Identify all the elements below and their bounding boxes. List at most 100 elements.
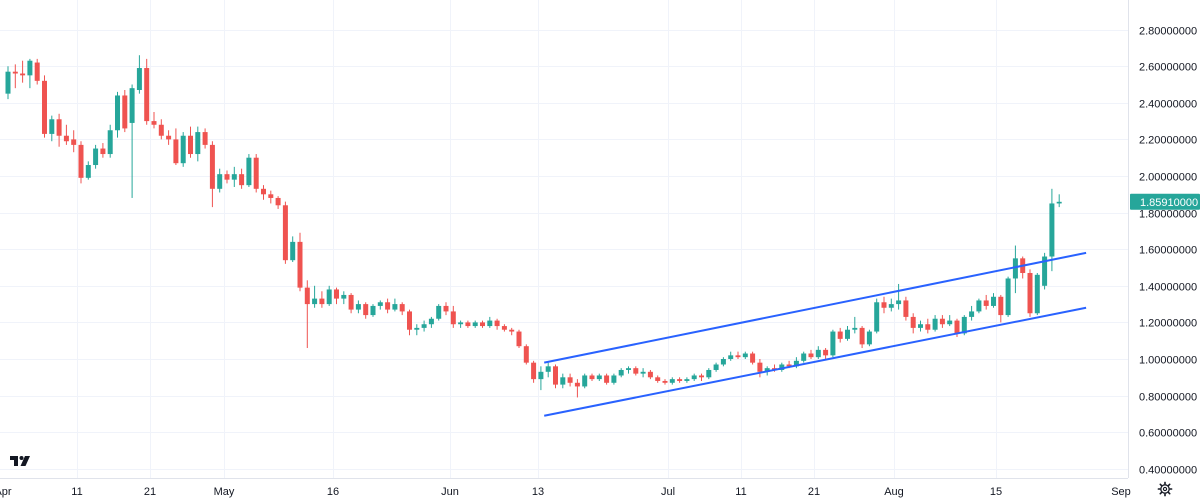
candle-body <box>268 194 274 198</box>
candle-body <box>691 375 697 380</box>
candle-body <box>93 148 99 166</box>
candle-body <box>596 375 602 380</box>
candle-body <box>282 205 288 261</box>
candle <box>808 349 814 359</box>
candle-body <box>202 132 208 145</box>
x-tick-label: 21 <box>808 486 820 498</box>
candle <box>932 315 938 332</box>
candle-body <box>377 302 383 306</box>
candle-body <box>545 366 551 372</box>
candle-body <box>421 324 427 328</box>
last-price-tag <box>1130 193 1200 210</box>
candle-body <box>319 298 325 305</box>
candle-body <box>188 135 193 155</box>
candle <box>545 362 551 378</box>
candle-body <box>888 304 894 308</box>
channel-upper-line[interactable] <box>544 251 1087 364</box>
candle <box>173 128 179 166</box>
y-tick-label: 2.00000000 <box>1139 172 1197 184</box>
candle <box>49 115 55 142</box>
candle <box>655 375 661 383</box>
candle-body <box>458 322 464 325</box>
candle <box>436 304 442 321</box>
candle <box>1020 256 1026 279</box>
x-tick-label: 11 <box>735 486 746 498</box>
candle-body <box>1049 203 1055 257</box>
candle <box>195 126 201 162</box>
tradingview-logo-icon[interactable] <box>8 453 34 469</box>
candle-body <box>961 316 967 334</box>
candle-body <box>166 135 172 140</box>
candle-body <box>516 331 522 347</box>
candle <box>71 130 77 153</box>
candle <box>918 320 923 332</box>
candle <box>407 309 412 336</box>
candle-body <box>531 362 537 380</box>
candle <box>122 89 128 133</box>
candle <box>115 91 120 138</box>
candle <box>63 124 69 145</box>
y-tick-label: 2.40000000 <box>1139 99 1197 111</box>
grid <box>0 0 1128 478</box>
candle-body <box>735 355 741 358</box>
candle <box>939 315 945 328</box>
candle <box>465 320 471 328</box>
candle-body <box>684 379 690 381</box>
candle-body <box>312 298 318 305</box>
candle-body <box>78 144 84 178</box>
candle-body <box>56 119 62 136</box>
candle <box>823 348 829 359</box>
candle-body <box>939 318 945 325</box>
candle <box>443 302 449 316</box>
candle-body <box>363 304 369 316</box>
gear-icon[interactable] <box>1157 481 1173 497</box>
candle-body <box>699 375 704 378</box>
candle-body <box>808 353 814 358</box>
candle-body <box>414 327 420 330</box>
x-tick-label: 21 <box>144 486 156 498</box>
last-price-label: 1.85910000 <box>1130 193 1200 210</box>
candle-body <box>574 382 580 387</box>
candle <box>516 329 522 349</box>
candle-body <box>392 304 398 310</box>
candle <box>1042 252 1048 290</box>
candle-body <box>845 329 850 339</box>
candle-body <box>341 294 347 299</box>
candle <box>290 236 296 263</box>
candle <box>866 329 872 347</box>
y-tick-label: 2.60000000 <box>1139 62 1197 74</box>
candle-body <box>71 139 77 145</box>
candle-body <box>450 311 456 325</box>
candle-body <box>136 68 142 90</box>
candle <box>1049 188 1055 272</box>
candle <box>180 132 186 167</box>
candle <box>837 327 843 343</box>
candle-body <box>275 197 281 206</box>
candle-body <box>399 304 405 312</box>
candle-body <box>881 302 887 308</box>
candle-body <box>538 371 544 380</box>
candle-body <box>253 157 259 189</box>
candle-body <box>195 132 201 155</box>
candle <box>268 190 274 204</box>
candle <box>144 58 150 125</box>
candle-body <box>1012 258 1018 279</box>
candle-body <box>1042 256 1048 286</box>
candle <box>297 232 303 292</box>
candle-body <box>779 364 785 370</box>
candle <box>662 379 668 385</box>
candle <box>312 285 318 308</box>
candle-body <box>553 366 558 385</box>
candle-body <box>823 349 829 356</box>
y-tick-label: 1.80000000 <box>1139 209 1197 221</box>
channel-lower-line[interactable] <box>544 306 1087 417</box>
y-tick-label: 0.60000000 <box>1139 428 1197 440</box>
time-axis[interactable]: Apr 11 21 May 16 Jun 13 Jul 11 21 Aug 15 Sep <box>0 486 1131 498</box>
candle <box>910 313 916 334</box>
candle <box>538 366 544 391</box>
candle-body <box>523 346 529 363</box>
candle <box>166 130 172 145</box>
x-tick-label: 15 <box>990 486 1002 498</box>
price-axis[interactable]: 0.40000000 0.60000000 0.80000000 1.00000000… <box>1139 26 1197 477</box>
